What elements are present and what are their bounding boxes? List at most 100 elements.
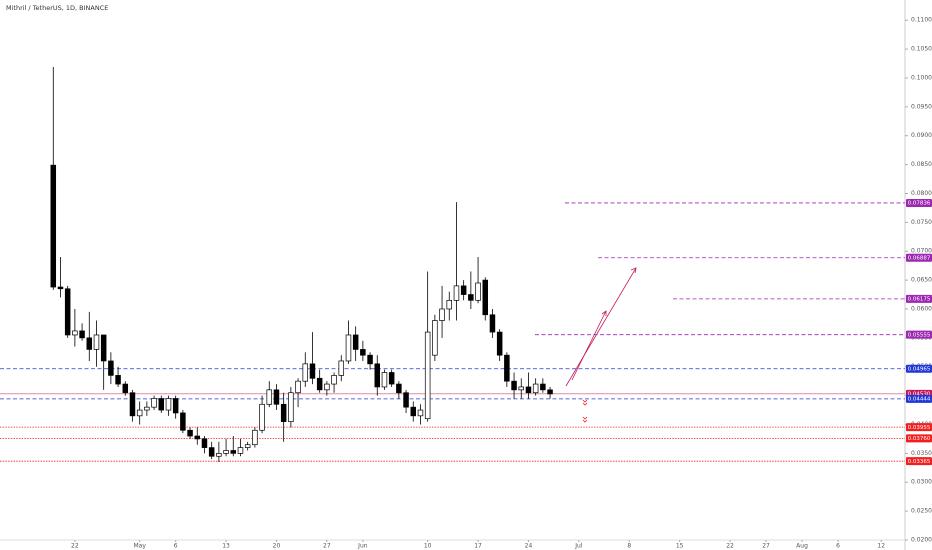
candle-body — [432, 320, 438, 356]
candle-body — [266, 389, 273, 405]
candle-body — [115, 375, 121, 385]
level-label-box — [906, 434, 932, 443]
candle-body — [144, 406, 150, 411]
level-label: 0.04965 — [908, 367, 931, 373]
candle-body — [180, 412, 186, 431]
candle-body — [158, 398, 165, 411]
candle-body — [482, 279, 489, 316]
candle-body — [403, 392, 409, 408]
level-label: 0.06175 — [908, 297, 931, 303]
candle-body — [165, 398, 172, 411]
candle-body — [453, 285, 460, 301]
level-label: 0.03365 — [908, 459, 931, 465]
candle-body — [201, 438, 208, 448]
candle-body — [518, 386, 525, 391]
x-tick-label: Jul — [574, 543, 583, 550]
candle-body — [345, 334, 352, 362]
candle-body — [252, 429, 258, 446]
candle-body — [352, 334, 359, 350]
candle-body — [244, 444, 251, 448]
candle-body — [540, 383, 546, 391]
x-tick-label: 17 — [474, 543, 482, 550]
x-tick-label: 8 — [627, 543, 631, 550]
x-tick-label: Jun — [357, 543, 368, 550]
x-tick-label: 22 — [71, 543, 79, 550]
x-tick-label: 20 — [273, 543, 281, 550]
x-tick-label: 12 — [877, 543, 885, 550]
level-label-box — [906, 198, 932, 207]
candle-body — [50, 164, 57, 288]
level-label-box — [906, 423, 932, 432]
candle-body — [288, 392, 294, 422]
candle-body — [532, 383, 539, 394]
x-tick-label: 6 — [174, 543, 178, 550]
candle-body — [424, 331, 431, 420]
candle-body — [64, 288, 71, 336]
level-label: 0.06887 — [908, 256, 931, 262]
candle-body — [446, 299, 453, 310]
candle-body — [108, 360, 114, 376]
candle-body — [93, 334, 100, 350]
candle-body — [367, 354, 373, 365]
candle-body — [360, 349, 366, 356]
candle-body — [410, 406, 417, 417]
level-label: 0.03760 — [908, 436, 931, 442]
candle-body — [460, 285, 467, 295]
candle-body — [237, 447, 244, 454]
candle-body — [194, 435, 201, 440]
level-label-box — [906, 330, 932, 339]
x-tick-label: 24 — [525, 543, 533, 550]
candle-body — [496, 331, 503, 356]
x-tick-label: Aug — [796, 543, 808, 550]
chevrons — [582, 399, 588, 423]
chevron — [582, 416, 588, 423]
candle-body — [331, 375, 337, 385]
x-tick-label: 22 — [726, 543, 734, 550]
candle-body — [122, 383, 129, 394]
candle-body — [280, 403, 287, 422]
candle-body — [100, 334, 107, 362]
x-tick-label: May — [133, 543, 146, 550]
level-label-box — [906, 457, 932, 466]
candle-body — [316, 377, 323, 391]
arrows — [565, 267, 637, 387]
candle-body — [79, 330, 85, 339]
level-label-box — [906, 364, 932, 373]
candle-body — [223, 450, 229, 454]
candle-body — [57, 286, 64, 290]
candle-body — [216, 453, 222, 457]
candle-body — [86, 337, 93, 350]
x-tick-label: 27 — [323, 543, 331, 550]
level-label-box — [906, 294, 932, 303]
x-tick-label: 27 — [762, 543, 770, 550]
x-tick-label: 10 — [424, 543, 432, 550]
y-tick-label: 0.11000 — [911, 17, 932, 24]
candle-body — [187, 429, 193, 437]
candle-body — [468, 294, 474, 301]
candle-body — [381, 372, 388, 388]
candle-body — [302, 363, 309, 382]
chart-title: Mithril / TetherUS, 1D, BINANCE — [6, 4, 108, 12]
candle-body — [129, 392, 136, 417]
candle-body — [511, 380, 517, 391]
candle-body — [525, 386, 532, 394]
level-label-box — [906, 253, 932, 262]
x-tick-label: 13 — [222, 543, 230, 550]
arrow — [565, 267, 637, 387]
candle-body — [230, 450, 237, 454]
candle-body — [324, 383, 330, 391]
candle-body — [309, 363, 316, 379]
candle-body — [417, 409, 424, 417]
arrow-head — [601, 310, 607, 316]
arrow — [571, 310, 607, 381]
